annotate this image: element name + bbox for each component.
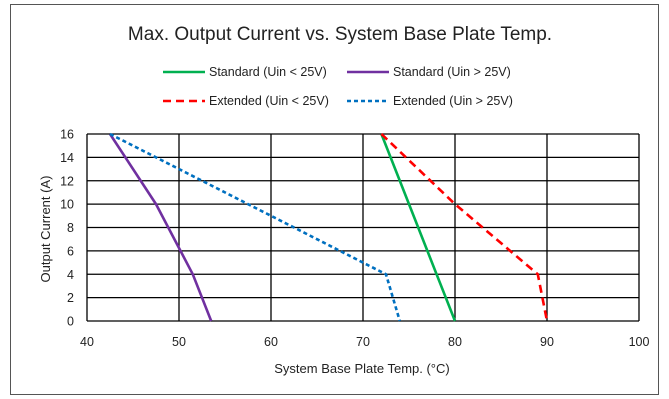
y-tick-label: 10	[60, 198, 74, 212]
y-tick-label: 0	[67, 315, 74, 329]
legend-label-0: Standard (Uin < 25V)	[209, 65, 327, 79]
x-axis-label: System Base Plate Temp. (°C)	[274, 361, 449, 376]
legend-label-3: Extended (Uin > 25V)	[393, 94, 513, 108]
grid-lines	[86, 133, 640, 322]
y-tick-label: 8	[67, 221, 74, 235]
legend: Standard (Uin < 25V) Standard (Uin > 25V)…	[163, 65, 513, 108]
series-line-3	[109, 132, 402, 322]
x-tick-label: 100	[629, 335, 650, 349]
x-tick-label: 90	[540, 335, 554, 349]
series-lines	[108, 132, 549, 322]
y-tick-label: 4	[67, 268, 74, 282]
legend-label-2: Extended (Uin < 25V)	[209, 94, 329, 108]
series-line-0	[380, 133, 457, 322]
x-tick-label: 60	[264, 335, 278, 349]
legend-label-1: Standard (Uin > 25V)	[393, 65, 511, 79]
x-tick-labels: 40 50 60 70 80 90 100	[80, 335, 649, 349]
y-tick-label: 6	[67, 244, 74, 258]
series-line-1	[108, 133, 213, 322]
y-tick-label: 16	[60, 128, 74, 142]
y-tick-label: 14	[60, 151, 74, 165]
x-tick-label: 70	[356, 335, 370, 349]
x-tick-label: 50	[172, 335, 186, 349]
y-tick-label: 12	[60, 174, 74, 188]
x-tick-label: 80	[448, 335, 462, 349]
chart-border	[10, 4, 659, 395]
chart-title: Max. Output Current vs. System Base Plat…	[128, 24, 552, 45]
y-tick-labels: 0 2 4 6 8 10 12 14 16	[60, 128, 74, 329]
y-tick-label: 2	[67, 291, 74, 305]
y-axis-label: Output Current (A)	[38, 176, 53, 283]
x-tick-label: 40	[80, 335, 94, 349]
